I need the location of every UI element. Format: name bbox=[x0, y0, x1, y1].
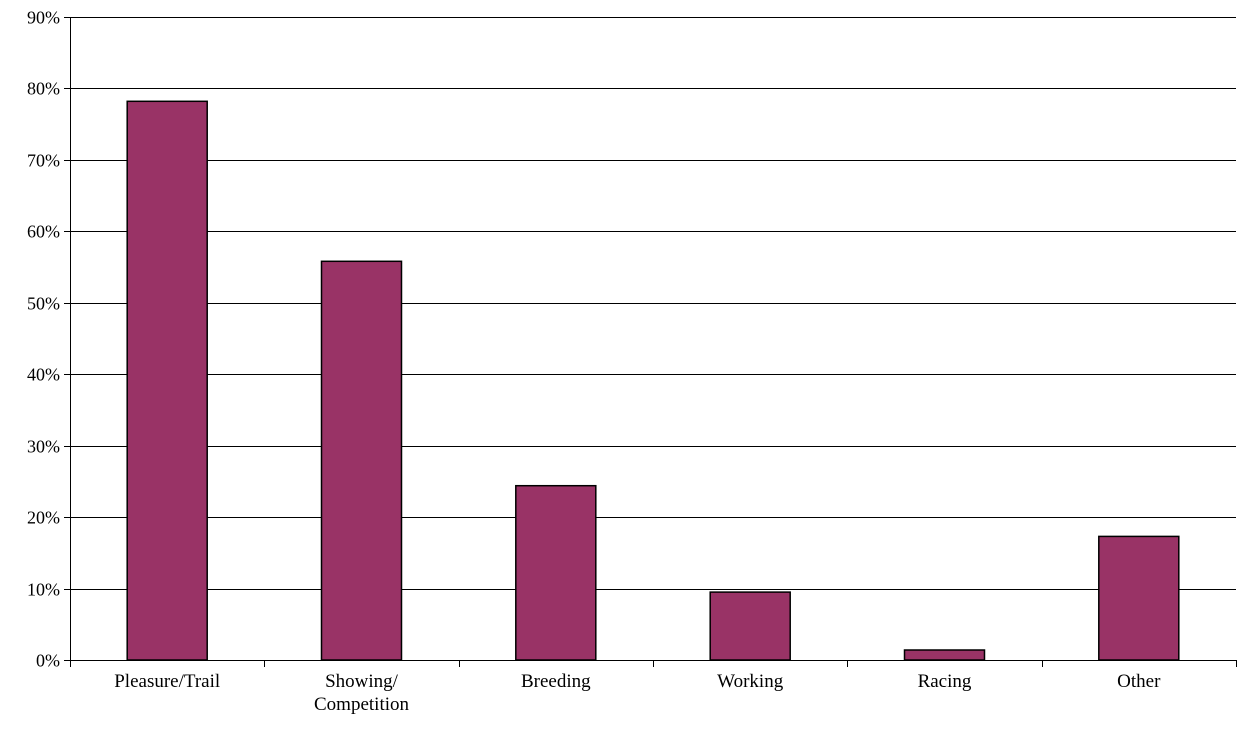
x-tick-label: Pleasure/Trail bbox=[114, 671, 220, 692]
x-tick-label: Working bbox=[717, 671, 784, 692]
x-tick-label: Showing/ bbox=[325, 671, 399, 692]
bars bbox=[126, 100, 1180, 661]
x-tick-label: Competition bbox=[314, 694, 410, 715]
x-tick-labels: Pleasure/Trail Showing/Competition Breedin… bbox=[114, 671, 1161, 715]
y-tick-label: 20% bbox=[27, 508, 60, 528]
y-tick-label: 80% bbox=[27, 79, 60, 99]
y-tick-label: 50% bbox=[27, 294, 60, 314]
bar bbox=[1098, 535, 1180, 661]
x-tick-label: Racing bbox=[918, 671, 972, 692]
y-tick-labels: 0% 10% 20% 30% 40% 50% 60% 70% 80% 90% bbox=[27, 8, 60, 671]
x-tick-label: Breeding bbox=[521, 671, 591, 692]
bar bbox=[320, 260, 403, 661]
y-tick-label: 0% bbox=[36, 651, 60, 671]
y-tick-label: 10% bbox=[27, 580, 60, 600]
y-tick-label: 90% bbox=[27, 8, 60, 28]
y-tick-label: 30% bbox=[27, 437, 60, 457]
axes bbox=[64, 17, 1237, 667]
y-tick-label: 70% bbox=[27, 151, 60, 171]
bar bbox=[126, 100, 208, 661]
y-tick-label: 60% bbox=[27, 222, 60, 242]
y-tick-label: 40% bbox=[27, 365, 60, 385]
bar bbox=[515, 484, 597, 661]
x-tick-label: Other bbox=[1117, 671, 1161, 692]
bar bbox=[709, 591, 791, 661]
bar bbox=[903, 649, 986, 661]
gridlines bbox=[70, 17, 1236, 590]
